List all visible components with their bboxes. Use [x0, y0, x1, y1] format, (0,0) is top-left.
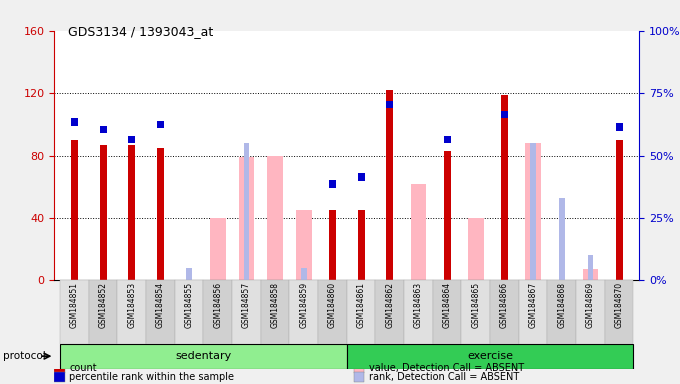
Bar: [519, 280, 547, 344]
Bar: [157, 148, 164, 280]
Text: GSM184858: GSM184858: [271, 282, 279, 328]
Bar: [89, 280, 118, 344]
Bar: [54, 362, 65, 373]
Text: GSM184851: GSM184851: [70, 282, 79, 328]
Text: GSM184862: GSM184862: [386, 282, 394, 328]
Bar: [301, 268, 307, 280]
Bar: [318, 280, 347, 344]
Text: count: count: [69, 363, 97, 373]
Text: GSM184854: GSM184854: [156, 282, 165, 328]
Bar: [239, 157, 254, 280]
Bar: [129, 145, 135, 280]
Text: GSM184861: GSM184861: [356, 282, 366, 328]
Text: GSM184864: GSM184864: [443, 282, 452, 328]
Text: GSM184855: GSM184855: [185, 282, 194, 328]
Bar: [354, 362, 364, 373]
Bar: [501, 111, 508, 118]
Bar: [203, 280, 232, 344]
Bar: [525, 143, 541, 280]
Bar: [267, 156, 283, 280]
Text: protocol: protocol: [3, 351, 46, 361]
Bar: [443, 151, 451, 280]
Bar: [615, 123, 623, 131]
Text: rank, Detection Call = ABSENT: rank, Detection Call = ABSENT: [369, 372, 519, 382]
Bar: [490, 280, 519, 344]
Text: GSM184860: GSM184860: [328, 282, 337, 328]
Text: sedentary: sedentary: [175, 351, 232, 361]
Bar: [530, 143, 536, 280]
Bar: [347, 280, 375, 344]
Bar: [290, 280, 318, 344]
Bar: [129, 136, 135, 143]
Bar: [261, 280, 290, 344]
Bar: [347, 344, 634, 369]
Text: percentile rank within the sample: percentile rank within the sample: [69, 372, 235, 382]
Text: GSM184863: GSM184863: [414, 282, 423, 328]
Bar: [186, 268, 192, 280]
Bar: [60, 280, 89, 344]
Bar: [462, 280, 490, 344]
Bar: [60, 344, 347, 369]
Text: GSM184856: GSM184856: [214, 282, 222, 328]
Text: GSM184869: GSM184869: [586, 282, 595, 328]
Bar: [54, 372, 65, 382]
Bar: [232, 280, 261, 344]
Bar: [146, 280, 175, 344]
Bar: [588, 255, 594, 280]
Text: GSM184870: GSM184870: [615, 282, 624, 328]
Bar: [175, 280, 203, 344]
Text: exercise: exercise: [467, 351, 513, 361]
Bar: [605, 280, 634, 344]
Bar: [358, 210, 364, 280]
Text: GSM184866: GSM184866: [500, 282, 509, 328]
Text: GSM184857: GSM184857: [242, 282, 251, 328]
Bar: [559, 198, 564, 280]
Bar: [71, 140, 78, 280]
Bar: [99, 126, 107, 133]
Bar: [296, 210, 311, 280]
Bar: [583, 270, 598, 280]
Bar: [329, 180, 336, 188]
Text: GSM184859: GSM184859: [299, 282, 308, 328]
Bar: [386, 90, 394, 280]
Bar: [443, 136, 451, 143]
Bar: [615, 140, 623, 280]
Text: GDS3134 / 1393043_at: GDS3134 / 1393043_at: [68, 25, 214, 38]
Bar: [501, 95, 508, 280]
Bar: [71, 118, 78, 126]
Bar: [432, 280, 462, 344]
Bar: [157, 121, 164, 128]
Bar: [118, 280, 146, 344]
Bar: [375, 280, 404, 344]
Bar: [386, 101, 394, 108]
Bar: [354, 372, 364, 382]
Text: value, Detection Call = ABSENT: value, Detection Call = ABSENT: [369, 363, 524, 373]
Text: GSM184868: GSM184868: [558, 282, 566, 328]
Bar: [329, 210, 336, 280]
Bar: [404, 280, 432, 344]
Bar: [358, 173, 364, 181]
Text: GSM184865: GSM184865: [471, 282, 480, 328]
Bar: [547, 280, 576, 344]
Text: GSM184853: GSM184853: [127, 282, 136, 328]
Bar: [411, 184, 426, 280]
Bar: [468, 218, 483, 280]
Text: GSM184867: GSM184867: [528, 282, 538, 328]
Bar: [576, 280, 605, 344]
Bar: [99, 145, 107, 280]
Bar: [243, 143, 250, 280]
Text: GSM184852: GSM184852: [99, 282, 107, 328]
Bar: [210, 218, 226, 280]
